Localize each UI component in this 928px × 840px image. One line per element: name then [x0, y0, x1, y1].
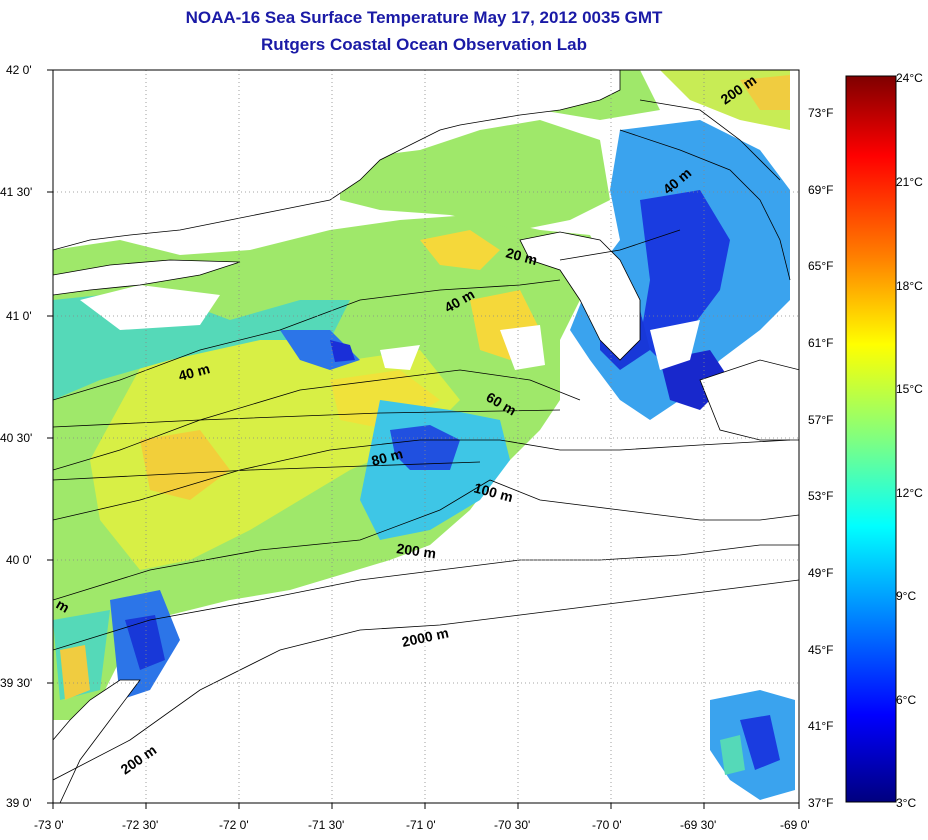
graticule — [53, 70, 799, 803]
map-title: NOAA-16 Sea Surface Temperature May 17, … — [185, 8, 663, 27]
depth-label: 80 m — [370, 445, 405, 469]
depth-label: 200 m — [396, 540, 438, 561]
fahrenheit-label: 49°F — [808, 566, 833, 580]
fahrenheit-label: 41°F — [808, 719, 833, 733]
celsius-label: 21°C — [896, 175, 923, 189]
isobaths — [53, 99, 799, 781]
map-frame — [52, 69, 800, 804]
fahrenheit-label: 69°F — [808, 183, 833, 197]
lon-label: -70 30' — [494, 818, 530, 832]
celsius-label: 24°C — [896, 71, 923, 85]
lon-label: -72 30' — [122, 818, 158, 832]
depth-label: 40 m — [177, 360, 212, 384]
lat-label: 39 30' — [0, 676, 32, 690]
lat-label: 40 0' — [6, 553, 32, 567]
depth-label: 100 m — [472, 479, 514, 505]
lon-label: -71 0' — [406, 818, 436, 832]
sst-field — [53, 70, 799, 803]
depth-label: 20 m — [504, 244, 539, 268]
lon-label: -72 0' — [219, 818, 249, 832]
celsius-label: 9°C — [896, 589, 916, 603]
lat-label: 42 0' — [6, 63, 32, 77]
color-scale-bar — [845, 75, 897, 803]
lon-label: -69 30' — [680, 818, 716, 832]
lon-label: -70 0' — [592, 818, 622, 832]
celsius-label: 3°C — [896, 796, 916, 810]
fahrenheit-label: 57°F — [808, 413, 833, 427]
lat-label: 40 30' — [0, 431, 32, 445]
celsius-label: 12°C — [896, 486, 923, 500]
lon-label: -71 30' — [308, 818, 344, 832]
fahrenheit-label: 61°F — [808, 336, 833, 350]
lat-label: 39 0' — [6, 796, 32, 810]
celsius-label: 18°C — [896, 279, 923, 293]
celsius-label: 6°C — [896, 693, 916, 707]
lon-label: -69 0' — [780, 818, 810, 832]
fahrenheit-label: 53°F — [808, 489, 833, 503]
lat-label: 41 30' — [0, 185, 32, 199]
fahrenheit-label: 37°F — [808, 796, 833, 810]
fahrenheit-label: 45°F — [808, 643, 833, 657]
fahrenheit-label: 73°F — [808, 106, 833, 120]
map-subtitle: Rutgers Coastal Ocean Observation Lab — [261, 35, 587, 54]
lat-label: 41 0' — [6, 309, 32, 323]
fahrenheit-label: 65°F — [808, 259, 833, 273]
lon-label: -73 0' — [34, 818, 64, 832]
depth-label: 200 m — [118, 742, 160, 778]
celsius-label: 15°C — [896, 382, 923, 396]
